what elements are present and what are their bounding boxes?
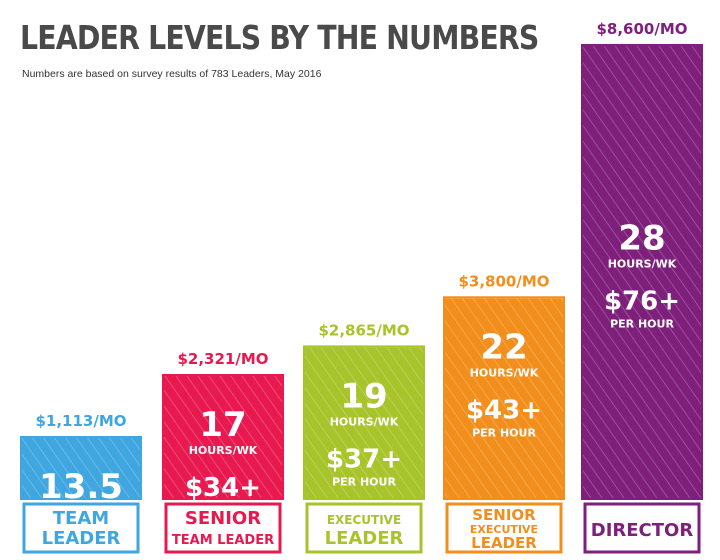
hours-value-0: 13.5 xyxy=(39,467,123,507)
hours-unit-2: HOURS/WK xyxy=(330,415,399,428)
value-label-3: $3,800/MO xyxy=(458,272,549,290)
category-label-0-line1: TEAM xyxy=(53,508,109,529)
bar-0 xyxy=(22,438,140,498)
category-label-0-line2: LEADER xyxy=(42,528,121,549)
rate-unit-2: PER HOUR xyxy=(332,475,396,488)
bar-1 xyxy=(164,376,282,498)
bar-2 xyxy=(305,347,423,498)
category-box-0 xyxy=(22,502,140,554)
category-box-3 xyxy=(445,502,563,554)
hours-value-3: 22 xyxy=(480,327,527,367)
hours-value-1: 17 xyxy=(199,405,246,445)
value-label-0: $1,113/MO xyxy=(35,412,126,430)
category-label-3-line2: EXECUTIVE xyxy=(470,523,538,536)
category-box-4 xyxy=(583,502,701,554)
hours-unit-1: HOURS/WK xyxy=(189,444,258,457)
rate-value-1: $34+ xyxy=(185,473,261,503)
category-box-2 xyxy=(305,502,423,554)
bar-outline-2 xyxy=(303,345,425,500)
category-label-3-line3: LEADER xyxy=(471,534,537,552)
category-label-1-line2: TEAM LEADER xyxy=(172,533,274,548)
bar-outline-4 xyxy=(581,44,703,500)
rate-unit-4: PER HOUR xyxy=(610,317,674,330)
category-label-3-line1: SENIOR xyxy=(472,506,536,524)
rate-unit-3: PER HOUR xyxy=(472,426,536,439)
bar-4 xyxy=(583,46,701,498)
rate-value-4: $76+ xyxy=(604,286,680,316)
category-label-4: DIRECTOR xyxy=(591,520,694,541)
bar-3 xyxy=(445,298,563,498)
bar-outline-1 xyxy=(162,374,284,501)
bar-outline-0 xyxy=(20,436,142,500)
page-title: LEADER LEVELS BY THE NUMBERS xyxy=(20,18,539,57)
hours-value-4: 28 xyxy=(618,218,665,258)
rate-value-2: $37+ xyxy=(326,444,402,474)
hours-unit-4: HOURS/WK xyxy=(608,257,677,270)
category-label-1-line1: SENIOR xyxy=(185,508,261,529)
hours-unit-3: HOURS/WK xyxy=(470,366,539,379)
value-label-1: $2,321/MO xyxy=(177,350,268,368)
category-label-2-line1: EXECUTIVE xyxy=(327,513,401,527)
category-label-2-line2: LEADER xyxy=(325,528,404,549)
value-label-4: $8,600/MO xyxy=(596,20,687,38)
category-box-1 xyxy=(164,502,282,554)
value-label-2: $2,865/MO xyxy=(318,321,409,339)
page-subtitle: Numbers are based on survey results of 7… xyxy=(22,68,322,80)
bar-outline-3 xyxy=(443,296,565,501)
rate-value-3: $43+ xyxy=(466,395,542,425)
hours-value-2: 19 xyxy=(340,376,387,416)
